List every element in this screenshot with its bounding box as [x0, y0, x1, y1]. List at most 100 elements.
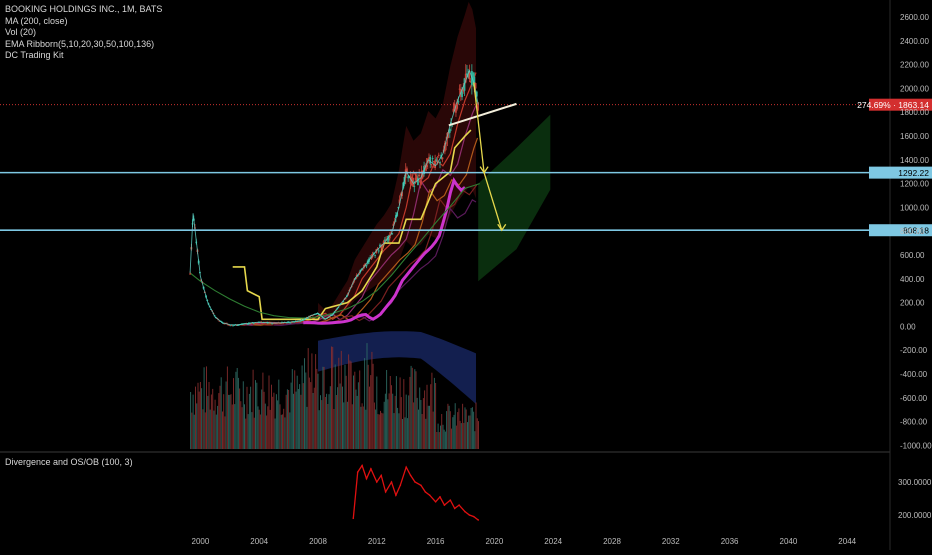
volume-bar	[416, 397, 418, 449]
volume-bar	[425, 418, 427, 449]
volume-bar	[451, 428, 452, 449]
volume-bar	[331, 346, 332, 449]
volume-bar	[225, 381, 227, 449]
legend-symbol[interactable]: BOOKING HOLDINGS INC., 1M, BATS	[5, 4, 163, 14]
candle-body	[381, 245, 384, 248]
volume-bar	[280, 414, 282, 449]
volume-bar	[339, 383, 341, 449]
divergence-point	[395, 494, 397, 497]
candle-body	[455, 108, 457, 113]
candle-body	[309, 316, 312, 318]
candle-body	[431, 158, 434, 160]
y-tick-label: 1800.00	[900, 108, 929, 117]
volume-bar	[272, 396, 274, 449]
volume-bar	[290, 382, 292, 449]
volume-bar	[206, 366, 207, 449]
candle-body	[361, 269, 364, 271]
divergence-point	[473, 515, 475, 518]
volume-bar	[389, 376, 391, 449]
divergence-point	[468, 514, 471, 516]
x-tick-label: 2028	[603, 537, 621, 546]
volume-bar	[259, 414, 261, 449]
volume-bar	[338, 357, 340, 449]
volume-bar	[429, 405, 430, 449]
candle-body	[298, 320, 301, 322]
x-tick-label: 2032	[662, 537, 680, 546]
level-1-tag: 1292.22	[898, 168, 929, 178]
volume-bar	[217, 405, 219, 449]
volume-bar	[234, 404, 236, 449]
y-tick-label: 2000.00	[900, 84, 929, 93]
trend-line[interactable]	[448, 102, 517, 127]
volume-bar	[326, 393, 328, 449]
divergence-point	[443, 504, 446, 506]
volume-bar	[343, 402, 345, 449]
volume-bar	[333, 409, 335, 449]
divergence-point	[420, 484, 422, 487]
volume-bar	[405, 394, 407, 449]
legend-vol[interactable]: Vol (20)	[5, 27, 37, 37]
volume-bar	[311, 353, 313, 449]
volume-bar	[332, 346, 334, 449]
legend-kit[interactable]: DC Trading Kit	[5, 50, 64, 60]
volume-bar	[252, 369, 254, 449]
volume-bar	[469, 415, 471, 449]
volume-bar	[449, 411, 451, 449]
volume-bar	[364, 358, 366, 449]
candle-body	[289, 322, 292, 324]
volume-bar	[226, 366, 228, 449]
volume-bar	[452, 417, 454, 449]
candle-body	[417, 177, 419, 186]
legend-ma[interactable]: MA (200, close)	[5, 15, 68, 26]
candle-body	[439, 162, 441, 164]
volume-bar	[307, 348, 309, 449]
divergence-legend[interactable]: Divergence and OS/OB (100, 3)	[5, 457, 133, 467]
candle-body	[374, 254, 376, 256]
volume-bar	[334, 364, 336, 449]
volume-bar	[289, 412, 291, 449]
volume-bar	[320, 395, 321, 449]
candle-body	[299, 320, 302, 322]
candle-body	[456, 101, 459, 109]
volume-bar	[229, 394, 231, 449]
x-tick-label: 2036	[721, 537, 739, 546]
candle-body	[306, 317, 309, 319]
volume-bar	[273, 392, 275, 449]
volume-bar	[213, 410, 215, 449]
divergence-point	[434, 501, 437, 503]
volume-bar	[443, 429, 445, 449]
ema-136-line	[303, 177, 466, 325]
legend-ribbon[interactable]: EMA Ribborn(5,10,20,30,50,100,136)	[5, 38, 155, 49]
volume-bar	[316, 368, 318, 449]
volume-bar	[321, 400, 323, 449]
candle-body	[233, 324, 236, 326]
volume-bar	[264, 403, 266, 449]
divergence-point	[449, 499, 452, 501]
divergence-point	[376, 481, 378, 483]
volume-bar	[393, 413, 395, 449]
y-tick-label: -400.00	[900, 370, 928, 379]
volume-bar	[350, 361, 352, 449]
volume-bar	[399, 377, 401, 449]
volume-bar	[302, 383, 304, 449]
y-tick-label: 1200.00	[900, 180, 929, 189]
volume-bar	[212, 388, 214, 449]
volume-bar	[349, 360, 351, 449]
divergence-point	[453, 507, 456, 510]
volume-bar	[230, 394, 232, 449]
divergence-point	[352, 517, 355, 520]
volume-bar	[432, 411, 434, 449]
y-tick-label: 2400.00	[900, 37, 929, 46]
volume-bar	[247, 414, 249, 449]
level-2-tag-bg	[869, 224, 932, 237]
volume-bar	[473, 411, 475, 449]
candle-body	[390, 232, 392, 234]
volume-bar	[468, 415, 470, 449]
volume-bar	[218, 393, 220, 449]
volume-bar	[419, 387, 421, 449]
candle-body	[301, 320, 304, 322]
candle-body	[457, 101, 460, 103]
candle-body	[434, 160, 437, 168]
